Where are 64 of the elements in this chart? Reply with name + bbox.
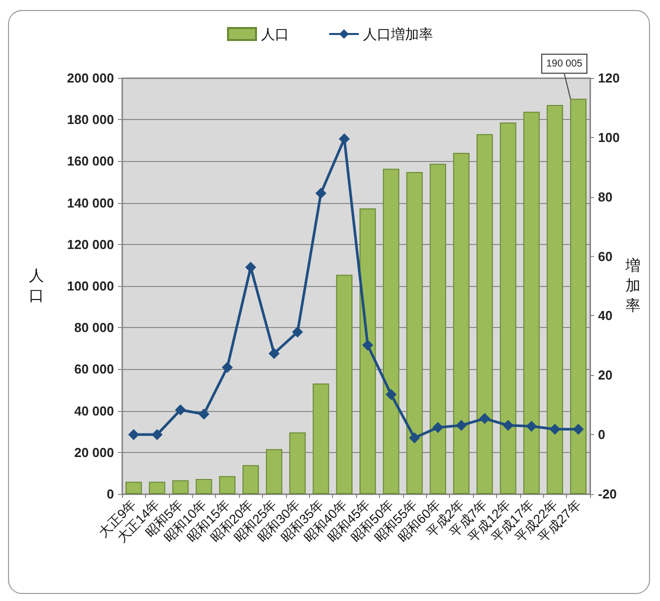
point — [479, 413, 490, 424]
y2-tick-label: 20 — [598, 368, 612, 383]
y-tick-label: 120 000 — [67, 236, 114, 252]
point — [152, 429, 163, 440]
bar — [242, 465, 259, 494]
bar — [523, 112, 540, 494]
y-axis-title: 人口 — [29, 268, 44, 304]
legend-label: 人口 — [261, 26, 289, 42]
bar — [430, 164, 446, 494]
bar — [570, 98, 586, 494]
legend-label: 人口増加率 — [363, 26, 433, 42]
point — [222, 362, 233, 373]
point — [502, 420, 514, 431]
y2-axis-title: 増加率 — [624, 258, 641, 314]
y2-tick-label: 80 — [598, 189, 612, 204]
point — [315, 188, 326, 199]
point — [572, 424, 584, 435]
y-tick-label: 20 000 — [74, 444, 114, 460]
y2-tick-label: 100 — [598, 130, 620, 145]
data-label: 190 005 — [546, 58, 583, 70]
y-tick-label: 140 000 — [67, 195, 114, 210]
bar — [289, 432, 306, 494]
bar — [336, 274, 352, 494]
bar — [500, 122, 516, 494]
bar — [148, 482, 166, 494]
bar — [196, 479, 212, 494]
point — [128, 429, 140, 440]
y-tick-label: 160 000 — [67, 154, 114, 169]
y2-tick-label: 120 — [598, 70, 620, 86]
point — [362, 340, 374, 351]
y2-tick-label: 60 — [598, 248, 612, 264]
y2-tick-label: 40 — [598, 308, 612, 324]
point — [549, 424, 560, 435]
y-tick-label: 100 000 — [67, 278, 114, 294]
y-tick-label: 0 — [106, 486, 114, 502]
bar — [126, 482, 142, 494]
y-tick-label: 200 000 — [67, 70, 114, 86]
bar — [476, 134, 493, 494]
point — [268, 348, 280, 359]
point — [409, 432, 420, 444]
point — [338, 133, 350, 144]
point — [198, 408, 210, 420]
bar — [382, 168, 400, 494]
point — [456, 420, 467, 431]
point — [292, 326, 303, 338]
y-tick-label: 60 000 — [74, 362, 114, 377]
point — [432, 422, 444, 433]
bar — [360, 208, 376, 494]
bar — [546, 105, 564, 494]
y-tick-label: 180 000 — [67, 112, 114, 128]
point — [175, 404, 186, 416]
y2-tick-label: -20 — [598, 486, 617, 502]
bar — [219, 476, 236, 494]
bar — [406, 172, 423, 494]
point — [386, 388, 397, 400]
bar — [266, 449, 282, 494]
bar — [453, 152, 470, 494]
point — [245, 262, 256, 273]
bar — [312, 384, 330, 494]
y-tick-label: 80 000 — [74, 320, 114, 336]
point — [526, 420, 537, 432]
bar — [172, 480, 189, 494]
y-tick-label: 40 000 — [74, 403, 114, 418]
y2-tick-label: 0 — [598, 427, 606, 442]
